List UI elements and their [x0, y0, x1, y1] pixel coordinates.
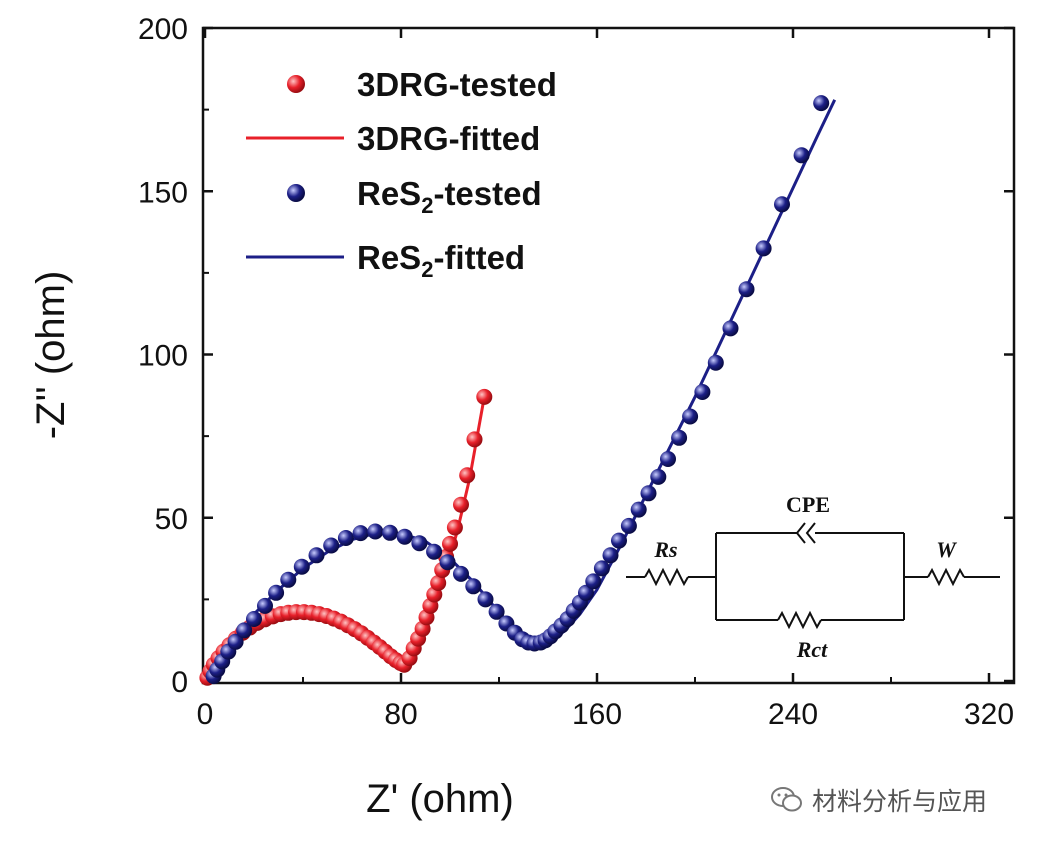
- data-point-res2-tested: [793, 147, 810, 164]
- data-point-res2-tested: [707, 354, 724, 371]
- data-point-res2-tested: [352, 525, 369, 542]
- data-point-res2-tested: [323, 537, 340, 554]
- data-point-res2-tested: [246, 611, 262, 627]
- cpe-icon: [795, 522, 816, 544]
- data-point-res2-tested: [227, 633, 244, 650]
- data-point-res2-tested: [396, 528, 413, 545]
- data-point-res2-tested: [477, 591, 494, 608]
- x-tick-label: 80: [384, 698, 417, 731]
- data-point-res2-tested: [593, 560, 610, 577]
- data-point-res2-tested: [337, 530, 354, 546]
- warburg-icon: [927, 567, 965, 587]
- legend-label-3drg-fitted: 3DRG-fitted: [357, 120, 540, 157]
- data-point-res2-tested: [367, 523, 384, 540]
- data-point-res2-tested: [439, 554, 456, 571]
- data-point-3drg-tested: [459, 467, 476, 484]
- y-tick-label: 200: [138, 13, 188, 46]
- resistor-rct-icon: [777, 610, 822, 630]
- data-point-res2-tested: [293, 558, 310, 575]
- data-point-3drg-tested: [466, 431, 483, 448]
- data-point-res2-tested: [755, 240, 772, 257]
- data-point-res2-tested: [611, 532, 627, 549]
- data-point-res2-tested: [426, 543, 443, 560]
- data-point-3drg-tested: [430, 575, 447, 591]
- data-point-res2-tested: [640, 485, 657, 502]
- series-layer: [199, 95, 837, 686]
- data-point-res2-tested: [774, 196, 790, 213]
- data-point-res2-tested: [671, 429, 688, 446]
- wechat-icon: [771, 787, 802, 812]
- x-tick-label: 240: [768, 698, 818, 731]
- x-tick-label: 160: [572, 698, 622, 731]
- data-point-res2-tested: [620, 517, 637, 534]
- circuit-label-rs: Rs: [653, 537, 677, 562]
- data-point-res2-tested: [722, 320, 739, 337]
- equivalent-circuit: [626, 522, 1000, 630]
- data-point-res2-tested: [585, 573, 602, 590]
- x-tick-label: 0: [197, 698, 214, 731]
- y-axis-title: -Z'' (ohm): [29, 271, 73, 440]
- data-point-res2-tested: [660, 451, 676, 467]
- legend-label-res2-tested: ReS2-tested: [357, 175, 542, 218]
- data-point-res2-tested: [488, 603, 505, 620]
- x-axis-title: Z' (ohm): [366, 777, 514, 821]
- data-point-3drg-tested: [446, 519, 463, 536]
- legend-label-3drg-tested: 3DRG-tested: [357, 66, 557, 103]
- data-point-3drg-tested: [453, 496, 469, 513]
- circuit-label-cpe: CPE: [786, 492, 830, 517]
- data-point-res2-tested: [453, 565, 469, 582]
- data-point-res2-tested: [382, 524, 398, 541]
- y-tick-label: 150: [138, 176, 188, 209]
- circuit-label-w: W: [936, 537, 957, 562]
- data-point-res2-tested: [308, 547, 325, 564]
- y-tick-label: 100: [138, 340, 188, 373]
- resistor-rs-icon: [644, 567, 689, 587]
- data-point-3drg-tested: [476, 388, 493, 405]
- data-point-res2-tested: [630, 501, 647, 518]
- legend-label-res2-fitted: ReS2-fitted: [357, 239, 525, 282]
- data-point-res2-tested: [465, 578, 482, 595]
- data-point-res2-tested: [280, 571, 297, 588]
- data-point-res2-tested: [813, 95, 830, 112]
- data-point-res2-tested: [694, 384, 711, 400]
- data-point-res2-tested: [738, 281, 755, 298]
- y-tick-label: 50: [155, 503, 188, 536]
- data-point-3drg-tested: [442, 535, 458, 552]
- data-point-res2-tested: [257, 597, 273, 614]
- legend-marker-res2-tested: [287, 184, 305, 202]
- watermark-text: 材料分析与应用: [812, 787, 988, 816]
- watermark: 材料分析与应用: [770, 782, 987, 818]
- data-point-res2-tested: [411, 535, 428, 552]
- data-point-res2-tested: [602, 547, 619, 564]
- plot-frame: [201, 26, 1016, 685]
- circuit-label-rct: Rct: [796, 637, 828, 662]
- axes: 0 80 160 240 320 0 50 100 150 200: [138, 13, 1014, 731]
- data-point-res2-tested: [236, 622, 253, 639]
- legend-marker-3drg-tested: [287, 75, 305, 93]
- x-tick-label: 320: [964, 698, 1014, 731]
- data-point-res2-tested: [682, 408, 699, 425]
- data-point-res2-tested: [650, 468, 667, 485]
- y-tick-label: 0: [171, 666, 188, 699]
- data-point-res2-tested: [268, 584, 285, 601]
- legend: 3DRG-tested 3DRG-fitted ReS2-tested ReS2-fi…: [246, 66, 557, 282]
- data-point-res2-tested: [578, 584, 594, 601]
